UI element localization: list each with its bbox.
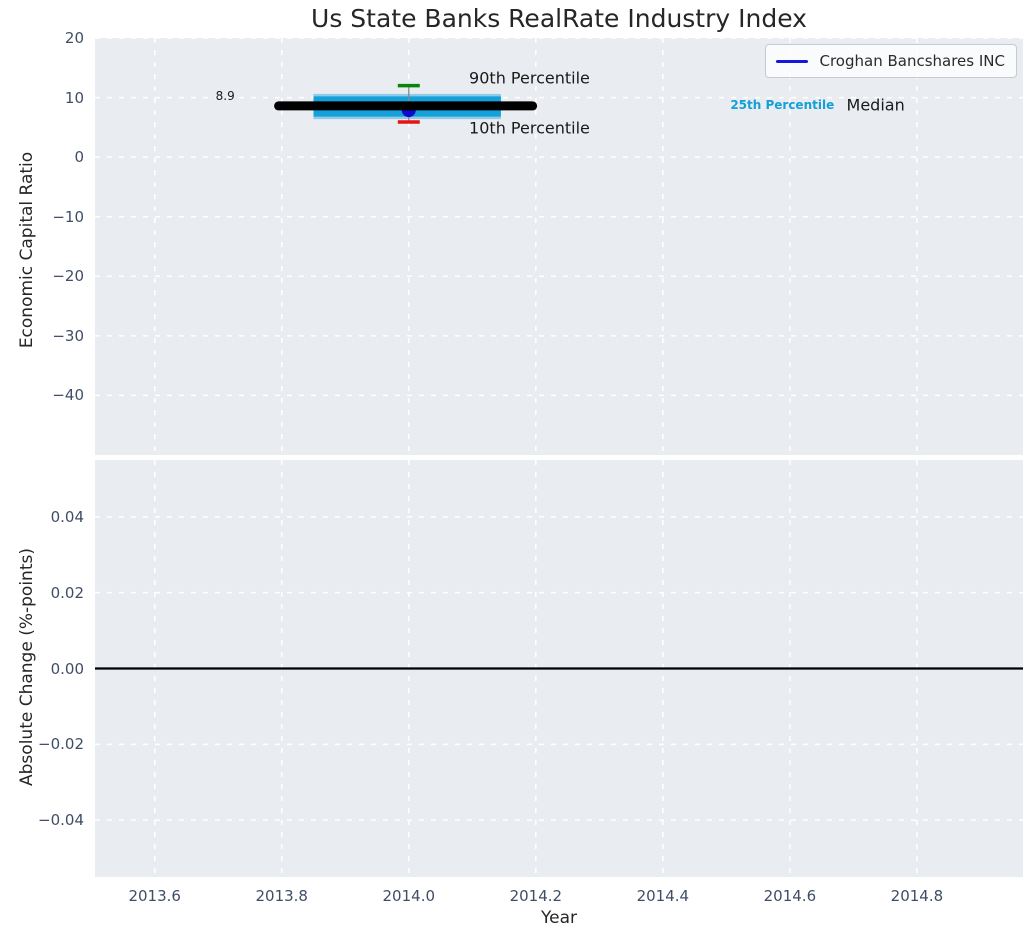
top-subplot-canvas xyxy=(95,38,1023,455)
y-tick-label-top: 0 xyxy=(74,148,84,167)
y-tick-label-top: 10 xyxy=(64,88,84,107)
x-axis-label: Year xyxy=(541,908,577,928)
y-tick-label-top: −10 xyxy=(52,207,84,226)
y-tick-label-top: −40 xyxy=(52,386,84,405)
x-tick-label: 2013.6 xyxy=(128,887,181,905)
legend-line-sample-icon xyxy=(776,59,809,63)
annotation-median: Median xyxy=(846,95,905,115)
top-subplot xyxy=(95,38,1023,455)
bottom-subplot-canvas xyxy=(95,460,1023,877)
x-tick-label: 2014.2 xyxy=(509,887,563,905)
y-tick-label-bottom: −0.02 xyxy=(38,735,84,754)
y-tick-label-top: −20 xyxy=(52,267,84,286)
y-tick-label-bottom: 0.04 xyxy=(50,507,84,526)
annotation-90th-percentile: 90th Percentile xyxy=(469,68,590,88)
x-tick-label: 2014.6 xyxy=(763,887,817,905)
chart-title: Us State Banks RealRate Industry Index xyxy=(311,4,807,33)
y-tick-label-bottom: 0.02 xyxy=(50,583,84,602)
x-tick-label: 2014.0 xyxy=(382,887,436,905)
y-tick-label-bottom: −0.04 xyxy=(38,811,84,830)
legend-label: Croghan Bancshares INC xyxy=(819,52,1005,70)
y-tick-label-bottom: 0.00 xyxy=(50,659,84,678)
x-tick-label: 2014.8 xyxy=(890,887,944,905)
y-tick-label-top: −30 xyxy=(52,326,84,345)
annotation-10th-percentile: 10th Percentile xyxy=(469,118,590,138)
y-tick-label-top: 20 xyxy=(64,29,84,47)
x-tick-label: 2014.4 xyxy=(636,887,690,905)
annotation-8-9: 8.9 xyxy=(215,88,235,103)
x-tick-label: 2013.8 xyxy=(255,887,308,905)
y-axis-label-top: Economic Capital Ratio xyxy=(17,151,37,349)
legend: Croghan Bancshares INC xyxy=(765,44,1017,78)
annotation-25th-percentile: 25th Percentile xyxy=(730,98,835,113)
bottom-subplot xyxy=(95,460,1023,877)
